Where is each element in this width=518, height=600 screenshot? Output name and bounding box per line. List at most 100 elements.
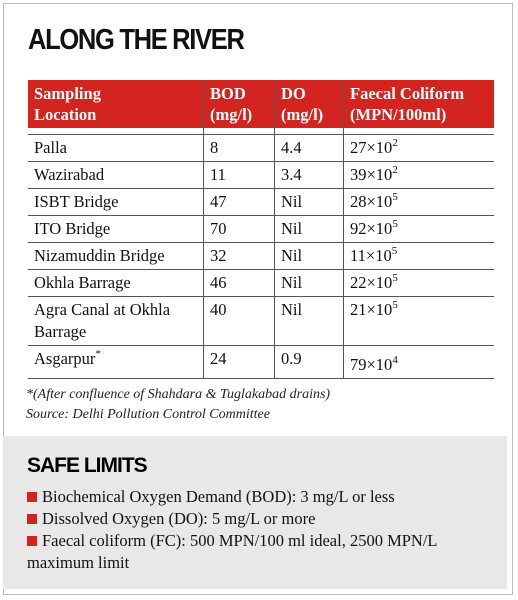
limit-text: Dissolved Oxygen (DO): 5 mg/L or more xyxy=(42,509,316,528)
fc-cell: 39×102 xyxy=(343,161,494,189)
header-line: Location xyxy=(34,105,97,124)
table-row: Wazirabad 11 3.4 39×102 xyxy=(28,161,494,189)
note-mark: * xyxy=(95,348,101,360)
location-cell: Palla xyxy=(28,134,204,162)
fc-base: 79×10 xyxy=(350,355,393,374)
fc-exponent: 5 xyxy=(392,272,398,284)
fc-base: 27×10 xyxy=(350,138,393,157)
spacer-cell xyxy=(28,128,204,135)
location-cell: Nizamuddin Bridge xyxy=(28,242,204,270)
table-row: ITO Bridge 70 Nil 92×105 xyxy=(28,215,494,243)
header-line: Faecal Coliform xyxy=(350,84,465,103)
fc-exponent: 5 xyxy=(392,299,398,311)
location: Wazirabad xyxy=(34,165,105,184)
location: Agra Canal at Okhla Barrage xyxy=(34,300,171,341)
fc-cell: 11×105 xyxy=(343,242,494,270)
fc-exponent: 5 xyxy=(392,218,398,230)
fc-exponent: 2 xyxy=(392,137,398,149)
header-line: DO xyxy=(281,84,306,103)
fc-cell: 22×105 xyxy=(343,269,494,297)
table-row: Agra Canal at Okhla Barrage 40 Nil 21×105 xyxy=(28,296,494,346)
bullet xyxy=(27,514,37,524)
fc-cell: 92×105 xyxy=(343,215,494,243)
bod-cell: 24 xyxy=(203,345,275,379)
bullet xyxy=(27,536,37,546)
fc-base: 21×10 xyxy=(350,300,393,319)
table-body: Palla 8 4.4 27×102 Wazirabad 11 3.4 39×102 ISBT … xyxy=(28,128,494,379)
fc-base: 92×10 xyxy=(350,219,393,238)
table-row: Palla 8 4.4 27×102 xyxy=(28,134,494,162)
location-cell: Agra Canal at Okhla Barrage xyxy=(28,296,204,346)
do-cell: Nil xyxy=(274,215,344,243)
table-row: Asgarpur* 24 0.9 79×104 xyxy=(28,345,494,379)
location: ITO Bridge xyxy=(34,219,111,238)
do-cell: 4.4 xyxy=(274,134,344,162)
limit-item: Dissolved Oxygen (DO): 5 mg/L or more xyxy=(27,508,497,530)
spacer-cell xyxy=(203,128,275,135)
source: Source: Delhi Pollution Control Committe… xyxy=(26,407,270,422)
fc-cell: 79×104 xyxy=(343,345,494,379)
location-cell: Asgarpur* xyxy=(28,345,204,379)
limit-text: Faecal coliform (FC): 500 MPN/100 ml ide… xyxy=(27,531,437,572)
data-table: Sampling Location BOD (mg/l) DO (mg/l) Faecal … xyxy=(28,80,494,379)
spacer-cell xyxy=(274,128,344,135)
bod-cell: 11 xyxy=(203,161,275,189)
fc-cell: 27×102 xyxy=(343,134,494,162)
header-cell: DO (mg/l) xyxy=(274,80,344,128)
limit-text: Biochemical Oxygen Demand (BOD): 3 mg/L … xyxy=(42,487,395,506)
limit-item: Faecal coliform (FC): 500 MPN/100 ml ide… xyxy=(27,530,497,574)
spacer-cell xyxy=(343,128,494,135)
do-cell: Nil xyxy=(274,242,344,270)
do-cell: Nil xyxy=(274,188,344,216)
fc-exponent: 5 xyxy=(391,245,398,257)
title: ALONG THE RIVER xyxy=(28,24,245,56)
fc-exponent: 5 xyxy=(392,191,398,203)
do-cell: Nil xyxy=(274,296,344,346)
fc-base: 22×10 xyxy=(350,273,393,292)
location: ISBT Bridge xyxy=(34,192,119,211)
fc-exponent: 2 xyxy=(392,164,398,176)
bod-cell: 70 xyxy=(203,215,275,243)
location-cell: Wazirabad xyxy=(28,161,204,189)
do-cell: 3.4 xyxy=(274,161,344,189)
table-row: Okhla Barrage 46 Nil 22×105 xyxy=(28,269,494,297)
header-line: Sampling xyxy=(34,84,101,103)
bod-cell: 40 xyxy=(203,296,275,346)
limit-items: Biochemical Oxygen Demand (BOD): 3 mg/L … xyxy=(27,486,497,574)
location-cell: ISBT Bridge xyxy=(28,188,204,216)
spacer-row xyxy=(28,128,494,135)
bod-cell: 32 xyxy=(203,242,275,270)
bullet xyxy=(27,492,37,502)
fc-base: 11×10 xyxy=(350,246,392,265)
bod-cell: 46 xyxy=(203,269,275,297)
table-row: ISBT Bridge 47 Nil 28×105 xyxy=(28,188,494,216)
location-cell: Okhla Barrage xyxy=(28,269,204,297)
header-line: (mg/l) xyxy=(210,105,253,124)
fc-cell: 21×105 xyxy=(343,296,494,346)
header-line: BOD xyxy=(210,84,246,103)
bod-cell: 8 xyxy=(203,134,275,162)
limits-title: SAFE LIMITS xyxy=(27,454,148,477)
header-row: Sampling Location BOD (mg/l) DO (mg/l) Faecal … xyxy=(28,80,494,128)
safe-limits: SAFE LIMITS Biochemical Oxygen Demand (B… xyxy=(3,436,507,589)
header-line: (MPN/100ml) xyxy=(350,105,447,124)
do-cell: Nil xyxy=(274,269,344,297)
bod-cell: 47 xyxy=(203,188,275,216)
notes: *(After confluence of Shahdara & Tuglaka… xyxy=(26,385,330,425)
footnote: *(After confluence of Shahdara & Tuglaka… xyxy=(26,387,331,402)
location-cell: ITO Bridge xyxy=(28,215,204,243)
do-cell: 0.9 xyxy=(274,345,344,379)
fc-base: 39×10 xyxy=(350,165,393,184)
location: Asgarpur xyxy=(34,349,96,368)
header-cell: Sampling Location xyxy=(28,80,204,128)
location: Palla xyxy=(34,138,67,157)
fc-exponent: 4 xyxy=(392,354,398,366)
card: ALONG THE RIVER Sampling Location BOD (mg/l… xyxy=(3,3,513,595)
header-cell: BOD (mg/l) xyxy=(203,80,275,128)
location: Nizamuddin Bridge xyxy=(34,246,165,265)
location: Okhla Barrage xyxy=(34,273,131,292)
fc-cell: 28×105 xyxy=(343,188,494,216)
header-line: (mg/l) xyxy=(281,105,324,124)
table-row: Nizamuddin Bridge 32 Nil 11×105 xyxy=(28,242,494,270)
